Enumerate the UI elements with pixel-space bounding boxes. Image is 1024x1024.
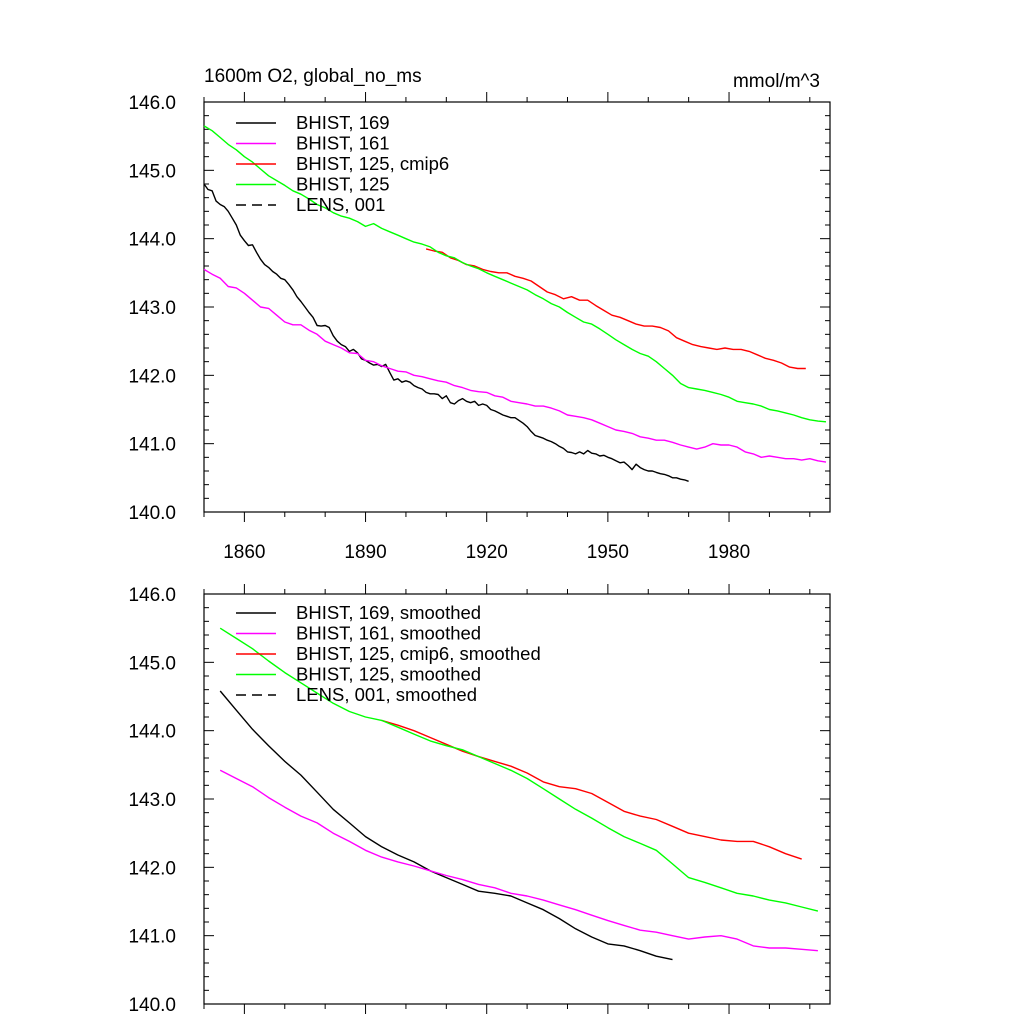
series-line-2 xyxy=(425,248,806,370)
series-line-3 xyxy=(219,627,819,912)
y-tick-label: 140.0 xyxy=(128,995,176,1016)
y-tick-label: 146.0 xyxy=(128,585,176,606)
legend-label: BHIST, 169, smoothed xyxy=(296,602,481,623)
legend-label: BHIST, 125 xyxy=(296,174,390,195)
legend-label: BHIST, 169 xyxy=(296,112,390,133)
bottom-panel: 140.0 141.0 142.0 143.0 144.0 145.0 146.0 BHIST… xyxy=(128,584,831,1016)
x-tick-label: 1950 xyxy=(587,542,629,563)
x-tick-label: 1980 xyxy=(708,542,750,563)
y-tick-label: 146.0 xyxy=(128,93,176,114)
legend-label: BHIST, 125, cmip6, smoothed xyxy=(296,643,541,664)
legend-label: LENS, 001, smoothed xyxy=(296,684,477,705)
legend-label: BHIST, 125, smoothed xyxy=(296,664,481,685)
y-tick-label: 145.0 xyxy=(128,161,176,182)
legend-label: BHIST, 161, smoothed xyxy=(296,623,481,644)
x-tick-label: 1860 xyxy=(223,542,265,563)
y-tick-label: 143.0 xyxy=(128,790,176,811)
series-line-0 xyxy=(219,690,673,961)
y-tick-label: 142.0 xyxy=(128,858,176,879)
y-tick-label: 144.0 xyxy=(128,722,176,743)
y-tick-label: 142.0 xyxy=(128,366,176,387)
x-tick-label: 1920 xyxy=(466,542,508,563)
top-panel: 140.0 141.0 142.0 143.0 144.0 145.0 146.0 1860 1… xyxy=(128,92,831,563)
series-line-3 xyxy=(203,125,827,423)
legend-label: BHIST, 161 xyxy=(296,133,390,154)
x-tick-label: 1890 xyxy=(344,542,386,563)
series-line-0 xyxy=(203,183,689,482)
series-line-1 xyxy=(219,769,818,952)
y-tick-label: 141.0 xyxy=(128,927,176,948)
y-tick-label: 144.0 xyxy=(128,230,176,251)
legend-label: LENS, 001 xyxy=(296,194,385,215)
y-tick-label: 140.0 xyxy=(128,503,176,524)
chart-title: 1600m O2, global_no_ms xyxy=(204,66,422,87)
series-line-1 xyxy=(203,268,827,463)
y-tick-label: 141.0 xyxy=(128,435,176,456)
legend-label: BHIST, 125, cmip6 xyxy=(296,153,449,174)
y-tick-label: 145.0 xyxy=(128,653,176,674)
series-line-2 xyxy=(381,719,802,860)
y-tick-label: 143.0 xyxy=(128,298,176,319)
units-label: mmol/m^3 xyxy=(733,71,820,92)
